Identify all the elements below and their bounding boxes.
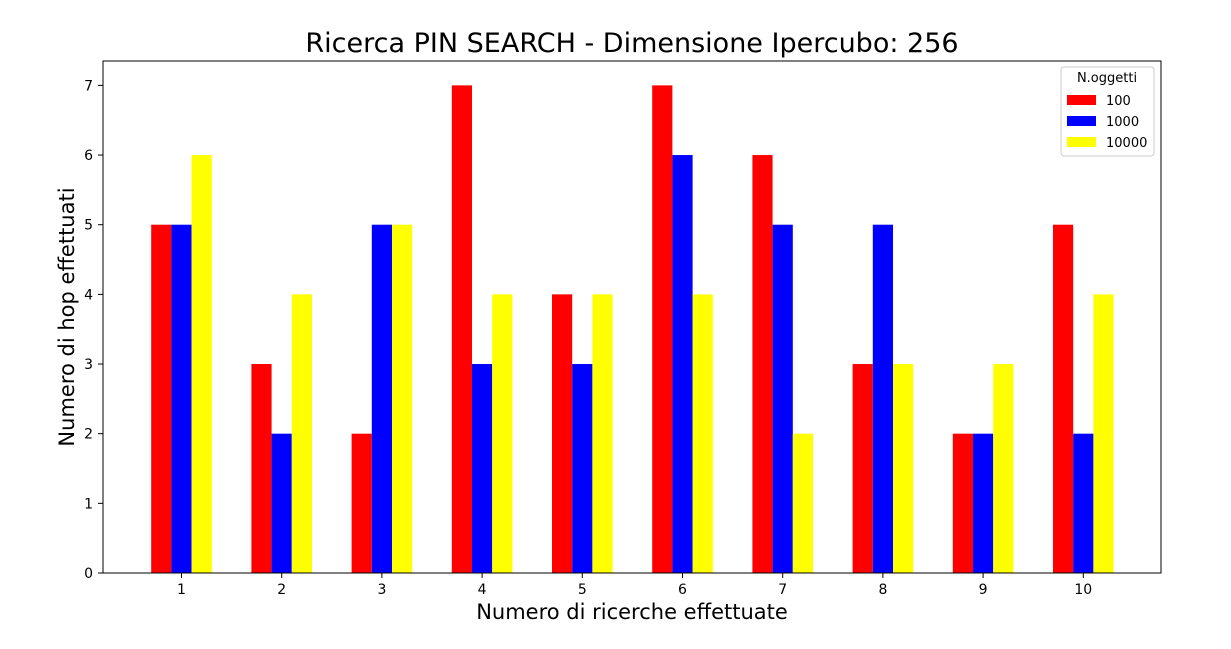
y-tick-label: 5 bbox=[84, 218, 93, 234]
bar-series-2-cat-5 bbox=[692, 294, 713, 573]
bars-layer bbox=[151, 85, 1114, 574]
x-tick-label: 1 bbox=[177, 582, 186, 598]
bar-series-2-cat-4 bbox=[592, 294, 613, 573]
legend-label-1: 1000 bbox=[1106, 115, 1139, 130]
x-axis-label: Numero di ricerche effettuate bbox=[476, 600, 788, 624]
y-tick-label: 1 bbox=[84, 496, 93, 512]
bar-series-0-cat-9 bbox=[1053, 224, 1074, 573]
x-tick-label: 9 bbox=[979, 582, 988, 598]
bar-series-0-cat-5 bbox=[652, 85, 673, 573]
x-tick-label: 10 bbox=[1074, 582, 1092, 598]
x-tick-label: 5 bbox=[578, 582, 587, 598]
x-tick-label: 7 bbox=[778, 582, 787, 598]
chart-title: Ricerca PIN SEARCH - Dimensione Ipercubo… bbox=[305, 28, 958, 59]
y-axis-ticks: 0 1 2 3 4 5 6 7 bbox=[84, 78, 103, 582]
bar-series-2-cat-1 bbox=[291, 294, 312, 573]
y-tick-label: 0 bbox=[84, 566, 93, 582]
legend-swatch-0 bbox=[1067, 95, 1096, 105]
bar-series-2-cat-6 bbox=[792, 433, 813, 573]
x-tick-label: 2 bbox=[277, 582, 286, 598]
bar-series-0-cat-4 bbox=[552, 294, 573, 573]
bar-series-0-cat-1 bbox=[251, 364, 272, 573]
legend-title: N.oggetti bbox=[1077, 71, 1137, 86]
y-tick-label: 7 bbox=[84, 78, 93, 94]
bar-series-1-cat-3 bbox=[472, 364, 493, 573]
bar-series-1-cat-4 bbox=[572, 364, 593, 573]
bar-series-0-cat-3 bbox=[451, 85, 472, 573]
y-tick-label: 4 bbox=[84, 287, 93, 303]
legend-label-2: 10000 bbox=[1106, 136, 1147, 151]
bar-series-2-cat-3 bbox=[492, 294, 513, 573]
x-tick-label: 6 bbox=[678, 582, 687, 598]
bar-series-0-cat-2 bbox=[351, 433, 372, 573]
bar-series-2-cat-2 bbox=[392, 224, 413, 573]
bar-series-2-cat-0 bbox=[191, 155, 212, 574]
x-tick-label: 4 bbox=[478, 582, 487, 598]
y-axis-label: Numero di hop effettuati bbox=[55, 187, 79, 446]
bar-series-1-cat-8 bbox=[973, 433, 994, 573]
bar-series-1-cat-9 bbox=[1073, 433, 1094, 573]
bar-series-0-cat-7 bbox=[852, 364, 873, 573]
bar-series-2-cat-7 bbox=[893, 364, 914, 573]
x-axis-ticks: 1 2 3 4 5 6 7 8 9 10 bbox=[177, 573, 1092, 598]
legend-swatch-1 bbox=[1067, 116, 1096, 126]
bar-series-1-cat-5 bbox=[672, 155, 693, 574]
y-tick-label: 3 bbox=[84, 357, 93, 373]
legend-label-0: 100 bbox=[1106, 94, 1131, 109]
bar-series-1-cat-1 bbox=[271, 433, 292, 573]
legend: N.oggetti 100 1000 10000 bbox=[1060, 66, 1155, 157]
legend-swatch-2 bbox=[1067, 137, 1096, 147]
bar-series-0-cat-0 bbox=[151, 224, 172, 573]
bar-series-1-cat-0 bbox=[171, 224, 192, 573]
y-tick-label: 6 bbox=[84, 148, 93, 164]
bar-series-2-cat-9 bbox=[1093, 294, 1114, 573]
y-tick-label: 2 bbox=[84, 427, 93, 443]
x-tick-label: 3 bbox=[377, 582, 386, 598]
bar-series-1-cat-2 bbox=[371, 224, 392, 573]
bar-series-0-cat-8 bbox=[952, 433, 973, 573]
bar-series-1-cat-6 bbox=[772, 224, 793, 573]
bar-series-0-cat-6 bbox=[752, 155, 773, 574]
legend-box bbox=[1060, 66, 1155, 157]
legend-entries: 100 1000 10000 bbox=[1067, 94, 1147, 151]
bar-series-2-cat-8 bbox=[993, 364, 1014, 573]
plot-area-frame bbox=[102, 60, 1162, 574]
bar-series-1-cat-7 bbox=[872, 224, 893, 573]
x-tick-label: 8 bbox=[878, 582, 887, 598]
